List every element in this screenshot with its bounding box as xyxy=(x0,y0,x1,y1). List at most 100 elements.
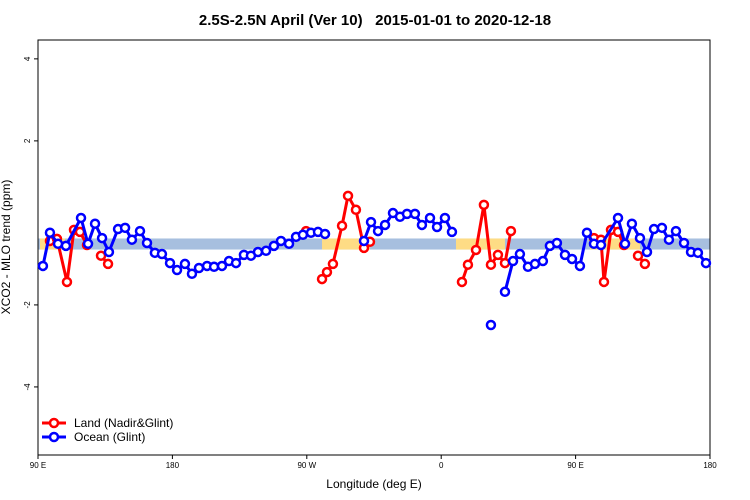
data-point xyxy=(634,232,646,244)
data-point xyxy=(595,239,607,251)
data-point xyxy=(60,240,72,252)
data-point xyxy=(700,257,712,269)
data-point xyxy=(492,249,504,261)
data-point xyxy=(365,216,377,228)
data-point xyxy=(505,225,517,237)
x-tick-label: 0 xyxy=(439,461,444,470)
y-tick-label: 4 xyxy=(23,56,32,61)
data-point xyxy=(179,258,191,270)
x-tick-label: 180 xyxy=(703,461,717,470)
data-point xyxy=(342,190,354,202)
data-point xyxy=(372,225,384,237)
data-point xyxy=(141,237,153,249)
data-point xyxy=(485,319,497,331)
data-point xyxy=(119,222,131,234)
data-point xyxy=(327,258,339,270)
data-point xyxy=(102,258,114,270)
data-point xyxy=(566,253,578,265)
legend-marker xyxy=(48,431,60,443)
band xyxy=(322,238,370,250)
y-tick-label: -2 xyxy=(23,301,32,309)
y-axis-label: XCO2 - MLO trend (ppm) xyxy=(0,180,13,315)
data-point xyxy=(678,237,690,249)
data-point xyxy=(551,237,563,249)
data-point xyxy=(462,259,474,270)
data-point xyxy=(574,260,586,272)
data-point xyxy=(632,250,644,261)
data-point xyxy=(186,268,198,279)
data-point xyxy=(639,258,651,270)
plot-frame xyxy=(37,39,711,456)
data-point xyxy=(89,218,101,229)
data-point xyxy=(439,212,451,224)
data-point xyxy=(648,223,660,235)
data-point xyxy=(656,222,668,234)
data-point xyxy=(499,286,511,298)
legend-label: Ocean (Glint) xyxy=(74,430,145,444)
data-point xyxy=(358,235,370,247)
data-point xyxy=(95,250,107,261)
legend-label: Land (Nadir&Glint) xyxy=(74,416,173,430)
data-point xyxy=(626,218,638,229)
series-line xyxy=(49,194,647,284)
data-point xyxy=(379,219,391,231)
data-point xyxy=(275,235,287,247)
data-point xyxy=(96,232,108,244)
data-point xyxy=(260,245,272,257)
band xyxy=(455,238,505,250)
y-tick-label: -4 xyxy=(23,383,32,391)
data-point xyxy=(268,240,280,252)
data-point xyxy=(598,276,610,288)
data-point xyxy=(424,212,436,224)
data-point xyxy=(134,225,146,237)
x-tick-label: 90 W xyxy=(297,461,316,470)
data-point xyxy=(499,257,511,269)
x-tick-label: 90 E xyxy=(30,461,46,470)
data-point xyxy=(478,199,490,211)
data-point xyxy=(612,212,624,224)
data-point xyxy=(230,257,242,269)
data-point xyxy=(431,221,443,233)
legend-marker xyxy=(48,417,60,429)
data-point xyxy=(164,257,176,269)
data-point xyxy=(61,276,73,288)
data-point xyxy=(537,255,549,267)
data-point xyxy=(297,229,309,241)
data-point xyxy=(507,255,519,267)
data-point xyxy=(37,260,49,272)
data-point xyxy=(670,225,682,237)
data-point xyxy=(44,227,56,238)
data-point xyxy=(126,234,138,245)
data-point xyxy=(485,259,497,270)
y-tick-label: 2 xyxy=(23,138,32,143)
data-point xyxy=(514,248,526,260)
data-point xyxy=(692,247,704,259)
data-point xyxy=(103,246,115,258)
data-point xyxy=(470,244,482,256)
data-point xyxy=(156,248,168,260)
data-point xyxy=(336,220,348,232)
data-point xyxy=(581,227,593,238)
data-point xyxy=(416,219,428,231)
data-point xyxy=(82,238,94,250)
x-tick-label: 180 xyxy=(166,461,180,470)
data-point xyxy=(641,246,653,258)
data-point xyxy=(619,238,631,250)
data-point xyxy=(456,276,468,288)
data-point xyxy=(350,204,362,216)
chart-title: 2.5S-2.5N April (Ver 10) 2015-01-01 to 2… xyxy=(199,12,551,29)
data-point xyxy=(319,228,331,240)
x-tick-label: 90 E xyxy=(567,461,583,470)
data-point xyxy=(75,212,87,224)
data-point xyxy=(283,238,295,250)
data-point xyxy=(446,226,458,238)
x-axis-label: Longitude (deg E) xyxy=(326,477,421,491)
data-point xyxy=(409,208,421,220)
data-point xyxy=(321,266,333,278)
data-point xyxy=(193,262,205,274)
data-point xyxy=(171,264,183,276)
data-point xyxy=(216,260,228,272)
band xyxy=(589,238,640,250)
